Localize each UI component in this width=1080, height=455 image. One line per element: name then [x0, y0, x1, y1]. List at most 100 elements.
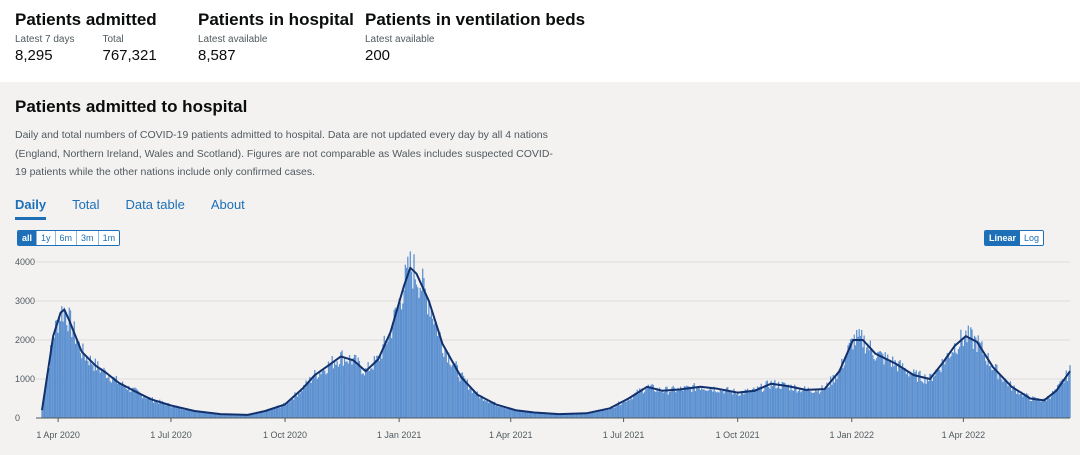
- daily-bar: [957, 349, 960, 418]
- daily-bar: [678, 389, 681, 418]
- x-tick-label: 1 Apr 2022: [942, 430, 986, 440]
- daily-bar: [760, 383, 762, 418]
- daily-bar: [410, 271, 413, 418]
- daily-bar: [712, 391, 714, 418]
- daily-bar: [873, 359, 875, 418]
- daily-bar: [507, 408, 509, 418]
- log-scale-button[interactable]: Log: [1019, 231, 1043, 245]
- daily-bar: [536, 412, 538, 418]
- daily-bar: [717, 391, 719, 418]
- daily-bar: [660, 391, 662, 418]
- daily-bar: [150, 400, 152, 418]
- daily-bar: [272, 407, 274, 418]
- x-tick-label: 1 Apr 2020: [36, 430, 80, 440]
- daily-bar: [1044, 398, 1046, 418]
- daily-bar: [987, 352, 989, 418]
- metric-caption: Latest 7 days: [15, 34, 75, 45]
- range-3m-button[interactable]: 3m: [77, 231, 99, 245]
- daily-bar: [274, 407, 276, 418]
- daily-bar: [460, 372, 462, 418]
- daily-bar: [866, 347, 868, 418]
- daily-bar: [440, 340, 442, 418]
- admissions-chart[interactable]: 0 1000 2000 3000 4000 1 Apr 2020 1 Jul 2020 1 O…: [0, 82, 1080, 455]
- daily-bar: [822, 390, 824, 418]
- rolling-average-line: [41, 266, 1071, 416]
- daily-bar: [224, 414, 227, 418]
- daily-bar: [299, 393, 301, 418]
- tab-daily[interactable]: Daily: [15, 196, 47, 220]
- daily-bar: [802, 389, 805, 418]
- tab-about[interactable]: About: [210, 197, 245, 212]
- daily-bar: [945, 357, 947, 418]
- daily-bar: [76, 341, 78, 418]
- daily-bar: [307, 383, 310, 418]
- daily-bar: [875, 358, 878, 418]
- range-1m-button[interactable]: 1m: [98, 231, 120, 245]
- daily-bar: [73, 321, 75, 418]
- daily-bar: [863, 335, 865, 418]
- daily-bar: [485, 401, 487, 418]
- daily-bar: [661, 391, 663, 418]
- daily-bar: [589, 412, 591, 418]
- range-1y-button[interactable]: 1y: [37, 231, 56, 245]
- daily-bar: [90, 364, 93, 418]
- daily-bar: [382, 344, 384, 418]
- daily-bar: [593, 410, 595, 418]
- tab-total[interactable]: Total: [72, 197, 100, 212]
- daily-bar: [625, 401, 627, 418]
- daily-bar: [1038, 399, 1040, 418]
- daily-bar: [856, 329, 858, 418]
- daily-bar: [82, 343, 84, 418]
- daily-bar: [227, 414, 229, 418]
- headline-figures: Patients admitted Latest 7 days 8,295 To…: [0, 0, 1080, 82]
- daily-bar: [649, 386, 651, 418]
- daily-bar: [310, 382, 312, 418]
- daily-bar: [1047, 395, 1049, 418]
- daily-bar: [212, 413, 214, 418]
- daily-bar: [968, 338, 971, 418]
- tab-data-table[interactable]: Data table: [125, 197, 185, 212]
- linear-scale-button[interactable]: Linear: [984, 231, 1020, 245]
- daily-bar: [909, 372, 911, 418]
- daily-bar: [786, 385, 788, 418]
- daily-bar: [403, 290, 405, 418]
- daily-bar: [688, 386, 690, 418]
- daily-bar: [435, 322, 437, 418]
- daily-bar: [585, 413, 588, 418]
- daily-bar: [286, 401, 289, 418]
- headline-in-hospital: Patients in hospital Latest available 8,…: [198, 10, 354, 66]
- daily-bar: [139, 392, 141, 418]
- daily-bar: [1021, 391, 1023, 418]
- daily-bar: [131, 387, 134, 418]
- daily-bar: [149, 397, 151, 418]
- daily-bar: [448, 352, 450, 418]
- daily-bar: [472, 389, 475, 418]
- daily-bar: [552, 413, 554, 418]
- daily-bar: [1018, 394, 1020, 418]
- daily-bar: [430, 309, 432, 418]
- daily-bar: [512, 408, 514, 418]
- daily-bar: [689, 387, 692, 418]
- daily-bar: [413, 254, 415, 418]
- daily-bar: [475, 394, 477, 418]
- daily-bar: [551, 413, 553, 418]
- daily-bar: [697, 387, 699, 418]
- daily-bar: [971, 329, 973, 418]
- daily-bar: [260, 410, 263, 418]
- daily-bar: [203, 413, 206, 418]
- daily-bar: [751, 388, 754, 418]
- daily-bar: [852, 349, 854, 418]
- daily-bar: [97, 361, 99, 418]
- daily-bar: [464, 378, 466, 418]
- daily-bar: [594, 411, 596, 418]
- range-all-button[interactable]: all: [18, 231, 38, 245]
- daily-bar: [172, 405, 175, 418]
- daily-bar: [981, 341, 983, 418]
- range-6m-button[interactable]: 6m: [55, 231, 78, 245]
- daily-bar: [532, 411, 534, 418]
- daily-bar: [347, 363, 349, 418]
- daily-bar: [341, 350, 343, 418]
- daily-bar: [513, 409, 516, 418]
- daily-bar: [59, 321, 62, 418]
- daily-bar: [476, 391, 478, 418]
